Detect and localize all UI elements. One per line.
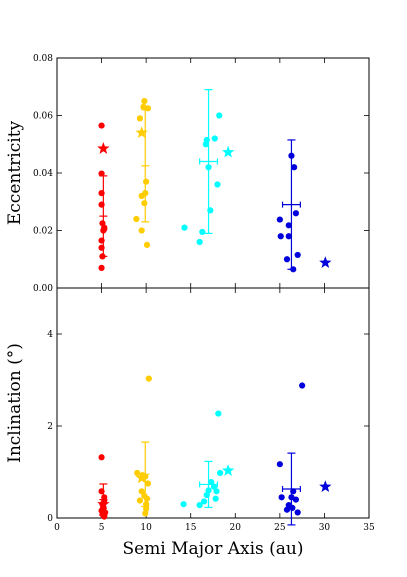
eccentricity-series-1-point xyxy=(100,227,107,234)
inclination-series-4-point xyxy=(299,382,306,389)
inclination-series-2-point xyxy=(136,497,144,504)
eccentricity-axis-label: Eccentricity xyxy=(5,120,25,225)
eccentricity-series-3-point xyxy=(181,224,188,231)
eccentricity-series-2-point xyxy=(133,215,140,223)
eccentricity-series-3-point xyxy=(199,228,206,236)
inclination-xtick-label: 35 xyxy=(363,523,375,533)
inclination-axis-label: Inclination (°) xyxy=(5,343,25,463)
inclination-xtick-label: 25 xyxy=(274,523,286,533)
inclination-series-2-point xyxy=(143,505,150,512)
inclination-xtick-label: 0 xyxy=(54,523,60,533)
inclination-series-2-point xyxy=(138,488,145,495)
inclination-series-1-star xyxy=(97,497,110,510)
eccentricity-series-4-point xyxy=(276,216,283,223)
eccentricity-series-1-point xyxy=(98,170,105,177)
eccentricity-series-1-point xyxy=(98,264,105,271)
inclination-xtick-label: 20 xyxy=(230,523,242,533)
eccentricity-series-3-point xyxy=(216,112,223,119)
inclination-series-3-point xyxy=(203,491,210,499)
inclination-series-3-point xyxy=(217,469,224,477)
inclination-series-4-point xyxy=(294,509,301,516)
inclination-ytick-label: 2 xyxy=(47,422,53,432)
eccentricity-series-3-point xyxy=(211,135,218,142)
eccentricity-series-4-point xyxy=(291,164,298,171)
inclination-series-3-point xyxy=(180,501,187,508)
eccentricity-series-2-point xyxy=(136,115,144,122)
inclination-series-4-point xyxy=(289,504,296,511)
eccentricity-ytick-label: 0.08 xyxy=(33,54,53,64)
eccentricity-series-3-point xyxy=(207,207,214,214)
inclination-series-2-point xyxy=(145,375,152,382)
inclination-series-2-point xyxy=(144,480,152,487)
eccentricity-series-1-point xyxy=(99,253,106,260)
eccentricity-ytick-label: 0.06 xyxy=(33,112,53,122)
inclination-series-4-point xyxy=(283,506,291,513)
eccentricity-series-4-point xyxy=(285,233,292,240)
inclination-series-4-point xyxy=(290,488,297,495)
inclination-xtick-label: 15 xyxy=(185,523,197,533)
inclination-series-3-star xyxy=(221,464,235,476)
eccentricity-series-4-point xyxy=(285,222,292,229)
inclination-series-4-point xyxy=(276,461,283,468)
inclination-series-3-point xyxy=(210,483,217,490)
inclination-xtick-label: 10 xyxy=(140,523,152,533)
eccentricity-series-2-point xyxy=(143,178,150,185)
inclination-series-1-point xyxy=(101,513,108,520)
inclination-xtick-label: 30 xyxy=(319,523,331,533)
eccentricity-series-3-star xyxy=(221,145,235,158)
eccentricity-series-4-point xyxy=(290,266,297,273)
eccentricity-series-4-point xyxy=(294,251,301,259)
eccentricity-series-4-point xyxy=(288,152,295,159)
eccentricity-series-2-point xyxy=(143,241,151,248)
inclination-series-2-point xyxy=(143,501,150,508)
eccentricity-series-2-point xyxy=(144,105,152,112)
eccentricity-series-3-point xyxy=(202,141,209,148)
eccentricity-series-4-point xyxy=(292,210,300,217)
eccentricity-series-2-point xyxy=(138,192,145,200)
inclination-series-3-point xyxy=(208,479,215,486)
semi-major-axis-label: Semi Major Axis (au) xyxy=(122,539,303,559)
inclination-series-3-point xyxy=(213,488,220,495)
inclination-series-4-point xyxy=(292,496,300,503)
inclination-series-4-point xyxy=(278,494,285,501)
inclination-series-2-star xyxy=(135,471,148,484)
inclination-series-3-point xyxy=(200,498,208,505)
inclination-ytick-label: 0 xyxy=(47,514,53,524)
eccentricity-series-2-point xyxy=(141,98,148,105)
eccentricity-series-1-point xyxy=(98,244,105,251)
inclination-series-3-point xyxy=(196,502,203,509)
inclination-series-1-point xyxy=(98,454,105,461)
inclination-panel: Inclination (°) Semi Major Axis (au) 0 2 4… xyxy=(5,287,375,559)
eccentricity-series-2-star xyxy=(135,126,148,139)
eccentricity-series-3-point xyxy=(214,181,221,188)
inclination-series-2-point xyxy=(142,510,149,517)
eccentricity-series-4-point xyxy=(283,256,291,263)
eccentricity-series-1-star xyxy=(97,142,110,154)
eccentricity-series-4-point xyxy=(277,233,284,240)
eccentricity-ytick-label: 0.00 xyxy=(33,284,53,294)
inclination-xtick-label: 5 xyxy=(99,523,105,533)
eccentricity-series-3-point xyxy=(196,238,203,246)
inclination-series-3-point xyxy=(215,410,222,417)
inclination-series-2-point xyxy=(143,495,151,502)
inclination-series-3-point xyxy=(212,495,219,502)
eccentricity-series-1-point xyxy=(98,237,105,244)
inclination-ytick-label: 4 xyxy=(47,330,53,340)
eccentricity-ytick-label: 0.04 xyxy=(33,169,53,179)
eccentricity-series-2-point xyxy=(138,227,145,234)
eccentricity-series-4-star xyxy=(319,256,332,268)
inclination-series-2-point xyxy=(134,469,141,477)
eccentricity-ytick-label: 0.02 xyxy=(33,227,53,237)
eccentricity-series-1-point xyxy=(98,201,105,208)
eccentricity-series-1-point xyxy=(98,190,105,197)
eccentricity-series-3-point xyxy=(205,164,212,171)
eccentricity-series-1-point xyxy=(98,122,105,129)
inclination-series-4-star xyxy=(319,480,332,492)
eccentricity-series-2-point xyxy=(141,200,148,207)
inclination-plot-frame xyxy=(56,287,370,519)
eccentricity-panel: Eccentricity 0.00 0.02 0.04 0.06 0.08 xyxy=(5,54,370,294)
inclination-series-1-point xyxy=(98,488,105,495)
